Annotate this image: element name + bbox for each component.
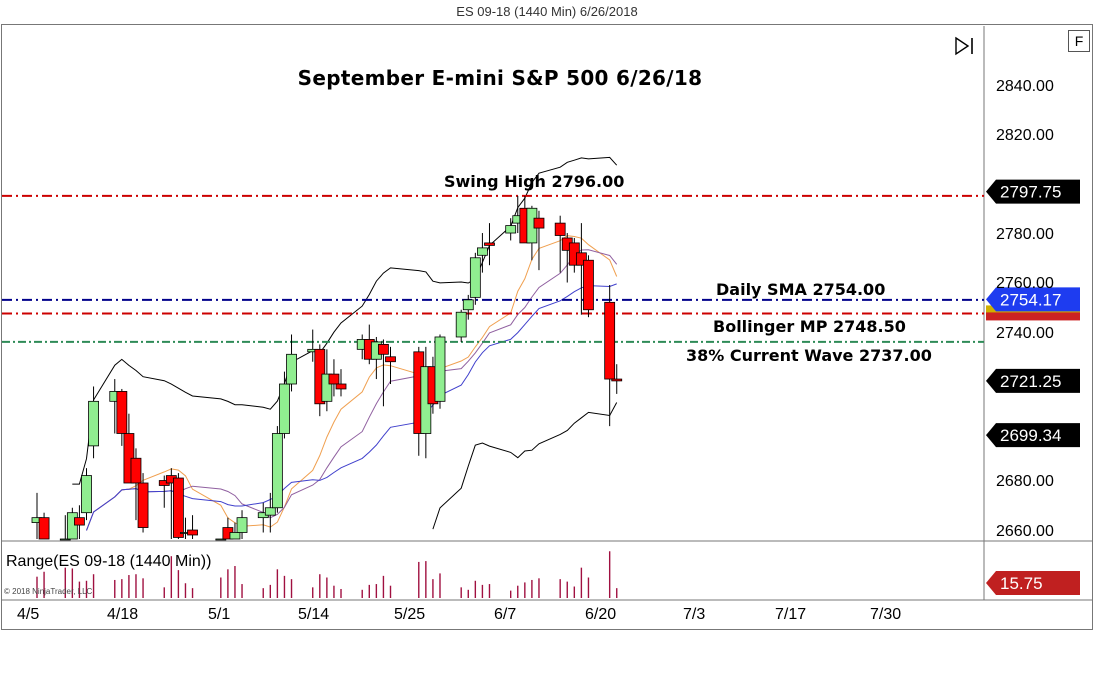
candle-body [434,336,446,402]
candle-body [554,222,566,236]
candle-body [130,457,142,484]
price-marker-3-shape [986,423,1080,448]
candle-body [533,217,545,229]
candle-body [477,247,488,256]
range-current-marker-shape [986,571,1080,595]
price-marker-0-shape [986,179,1080,204]
level-label-bollinger-mp: Bollinger MP 2748.50 [713,317,906,336]
y-tick-2660: 2660.00 [996,523,1054,540]
date-tick-5-1: 5/1 [208,606,231,623]
date-tick-5-25: 5/25 [394,606,426,623]
candle-body [66,512,78,540]
chart-title: September E-mini S&P 500 6/26/18 [297,66,703,90]
y-tick-2840: 2840.00 [996,78,1054,95]
candlesticks [31,195,623,541]
price-marker-2-shape [986,368,1080,393]
candle-body [604,301,616,380]
ma-purple-line [86,249,618,531]
level-label-swing-high: Swing High 2796.00 [444,172,625,191]
price-marker-3: 2699.34 [986,423,1080,448]
candle-body [286,353,297,385]
ma-orange-line [86,235,618,531]
price-marker-2: 2721.25 [986,368,1080,393]
candle-body [81,475,92,514]
candle-body [229,532,241,540]
y-tick-2680: 2680.00 [996,473,1054,490]
candle-body [187,529,198,536]
bollinger-upper-line [72,156,618,485]
date-tick-7-3: 7/3 [683,606,706,623]
date-tick-7-30: 7/30 [870,606,902,623]
price-marker-0: 2797.75 [986,179,1080,204]
price-marker-3-text: 2699.34 [1000,426,1061,445]
candle-body [335,383,347,390]
f-button[interactable]: F [1068,30,1090,52]
candle-body [38,517,50,540]
bollinger-mid-line [86,283,617,531]
bollinger-lower-line [432,402,618,530]
range-histogram [36,551,618,598]
candle-body [215,538,227,541]
date-tick-5-14: 5/14 [298,606,330,623]
date-tick-7-17: 7/17 [775,606,807,623]
candle-body [74,517,85,526]
date-tick-4-5: 4/5 [17,606,40,623]
price-marker-2-text: 2721.25 [1000,372,1061,391]
candle-body [469,257,481,298]
date-tick-6-20: 6/20 [585,606,617,623]
date-tick-4-18: 4/18 [107,606,139,623]
copyright: © 2018 NinjaTrader, LLC [4,587,93,596]
candle-body [116,391,128,434]
level-lines [2,194,984,343]
price-marker-0-text: 2797.75 [1000,183,1061,202]
level-label-daily-sma: Daily SMA 2754.00 [716,280,886,299]
candle-body [236,517,248,533]
range-current-marker: 15.75 [986,571,1080,595]
scroll-to-end-icon[interactable] [954,36,976,61]
price-markers: 2797.75 2754.17 2721.25 2699.34 15.75 [986,179,1080,595]
marker-underlay-red [986,312,1080,321]
window-title: ES 09-18 (1440 Min) 6/26/2018 [456,4,638,19]
candle-body [583,259,594,311]
range-panel-label: Range(ES 09-18 (1440 Min)) [6,553,212,570]
candle-body [455,311,467,338]
candle-body [279,383,290,434]
price-marker-1-text: 2754.17 [1000,290,1061,309]
y-tick-2820: 2820.00 [996,127,1054,144]
range-current-marker-text: 15.75 [1000,574,1043,593]
price-marker-1-shape [986,287,1080,312]
chart-frame [1,24,1093,630]
candle-body [59,538,71,541]
candle-body [462,299,474,311]
candle-body [484,242,495,246]
candle-body [328,373,340,385]
candle-body [378,343,389,355]
candle-body [321,373,333,402]
y-tick-2780: 2780.00 [996,226,1054,243]
candle-body [137,482,149,528]
candle-body [385,356,396,363]
candle-body [88,400,99,447]
y-tick-2740: 2740.00 [996,325,1054,342]
level-label-38-wave: 38% Current Wave 2737.00 [686,346,932,365]
candle-body [264,507,276,516]
candle-body [611,378,623,382]
y-tick-2760: 2760.00 [996,275,1054,292]
price-marker-1: 2754.17 [986,287,1080,312]
candle-body [271,433,283,509]
candle-body [505,225,517,234]
date-tick-6-7: 6/7 [494,606,517,623]
candle-body [575,252,587,266]
candle-body [172,477,184,538]
